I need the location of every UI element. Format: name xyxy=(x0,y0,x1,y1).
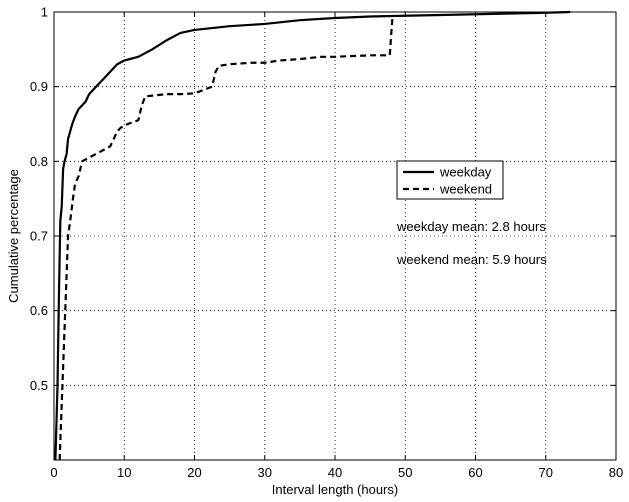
x-tick-label-1: 10 xyxy=(117,465,131,480)
legend-box xyxy=(396,160,504,200)
weekday-mean-annotation: weekday mean: 2.8 hours xyxy=(396,219,546,234)
y-tick-label-0: 0.5 xyxy=(30,378,48,393)
x-axis-label: Interval length (hours) xyxy=(272,482,398,497)
x-tick-label-8: 80 xyxy=(609,465,623,480)
tick-layer: 0 10 20 30 40 50 60 70 80 0.5 0.6 0.7 0.8 0.9 1 xyxy=(30,5,623,481)
x-tick-label-2: 20 xyxy=(187,465,201,480)
x-tick-label-7: 70 xyxy=(539,465,553,480)
x-tick-label-6: 60 xyxy=(468,465,482,480)
y-tick-label-3: 0.8 xyxy=(30,154,48,169)
x-tick-label-5: 50 xyxy=(398,465,412,480)
x-tick-label-0: 0 xyxy=(50,465,57,480)
weekend-mean-annotation: weekend mean: 5.9 hours xyxy=(396,252,547,267)
y-tick-label-4: 0.9 xyxy=(30,79,48,94)
y-axis-label: Cumulative percentage xyxy=(6,169,21,303)
y-tick-label-5: 1 xyxy=(41,5,48,20)
series-line-weekday xyxy=(54,10,571,461)
legend: weekday weekend xyxy=(396,160,504,200)
series-layer xyxy=(54,10,571,461)
legend-label-weekday: weekday xyxy=(439,165,492,180)
x-tick-label-3: 30 xyxy=(258,465,272,480)
legend-label-weekend: weekend xyxy=(439,182,492,197)
x-tick-label-4: 40 xyxy=(328,465,342,480)
y-tick-label-1: 0.6 xyxy=(30,303,48,318)
series-line-weekend xyxy=(58,15,394,461)
y-tick-label-2: 0.7 xyxy=(30,229,48,244)
grid-layer xyxy=(54,12,616,460)
